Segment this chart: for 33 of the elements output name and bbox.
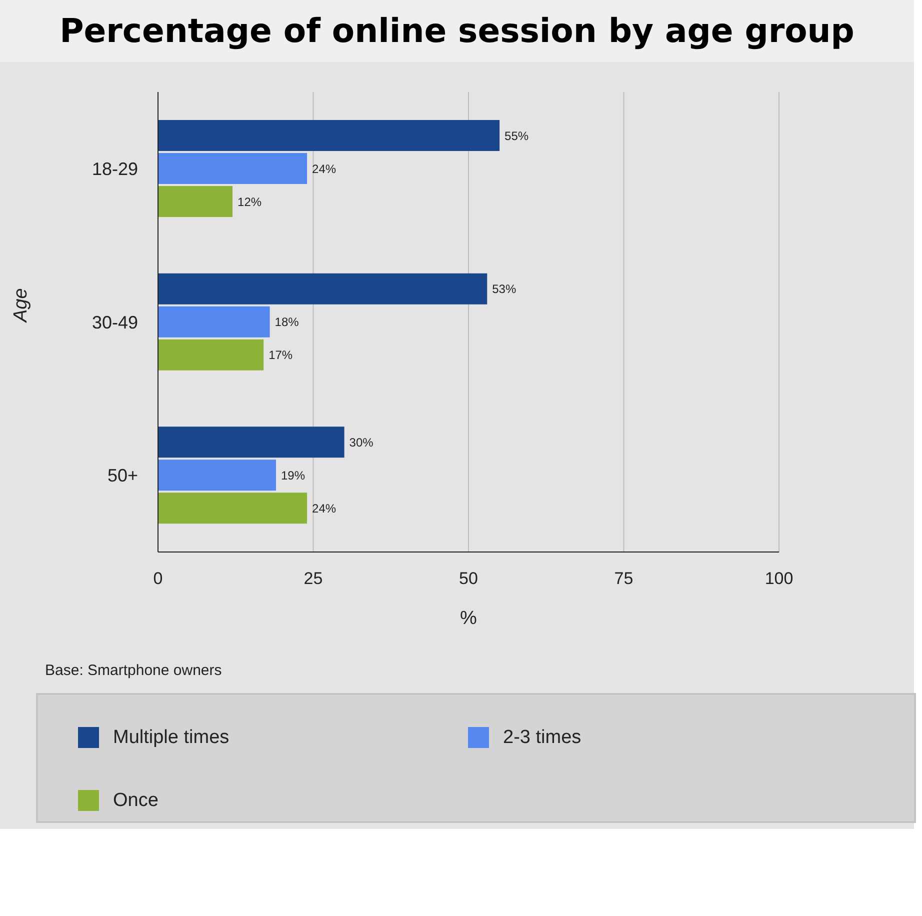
x-tick-label: 25 [304,569,323,588]
data-label: 12% [238,194,262,209]
data-label: 30% [349,435,374,450]
bar [158,306,270,338]
x-tick-label: 75 [614,569,634,588]
x-tick-label: 100 [764,569,794,588]
data-label: 17% [268,348,293,362]
legend-label: Once [113,790,158,812]
bar [158,339,264,370]
data-label: 24% [312,162,336,176]
text: Base: Smartphone owners [45,662,223,679]
data-label: 24% [312,501,336,516]
y-tick-label: 30-49 [92,312,138,332]
legend-label: 2-3 times [503,726,582,748]
bar [158,273,488,304]
x-tick-label: 50 [459,569,478,588]
chart-title: Percentage of online session by age group [0,0,914,62]
bar [158,460,276,491]
y-tick-label: 50+ [107,466,138,486]
y-tick-label: 18-29 [92,159,138,180]
bar [158,153,308,184]
legend-label: Multiple times [113,726,230,748]
data-label: 55% [504,128,529,143]
y-axis-title: Age [10,288,32,323]
data-label: 19% [280,468,306,482]
bar [158,120,500,151]
data-label: 18% [274,315,300,330]
x-axis-title: % [460,608,478,629]
bar [158,186,233,217]
data-label: 53% [492,282,516,296]
bar [158,492,308,524]
bar [158,426,344,458]
x-tick-label: 0 [153,569,163,588]
